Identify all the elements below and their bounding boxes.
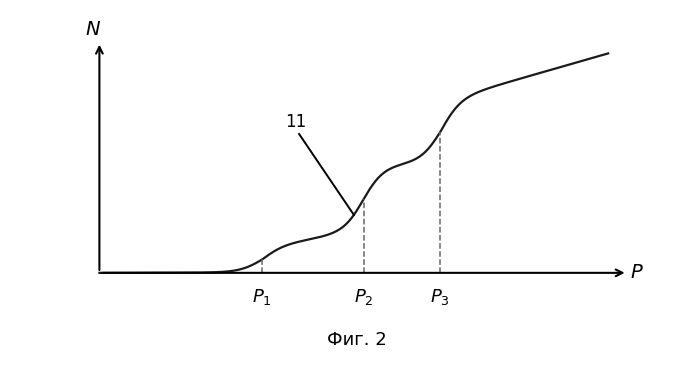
Text: $P_2$: $P_2$ bbox=[354, 287, 374, 307]
Text: $P_3$: $P_3$ bbox=[430, 287, 450, 307]
Text: N: N bbox=[85, 20, 100, 39]
Text: P: P bbox=[631, 263, 643, 282]
Text: $P_1$: $P_1$ bbox=[253, 287, 272, 307]
Text: 11: 11 bbox=[286, 113, 307, 131]
Text: Фиг. 2: Фиг. 2 bbox=[327, 331, 387, 349]
